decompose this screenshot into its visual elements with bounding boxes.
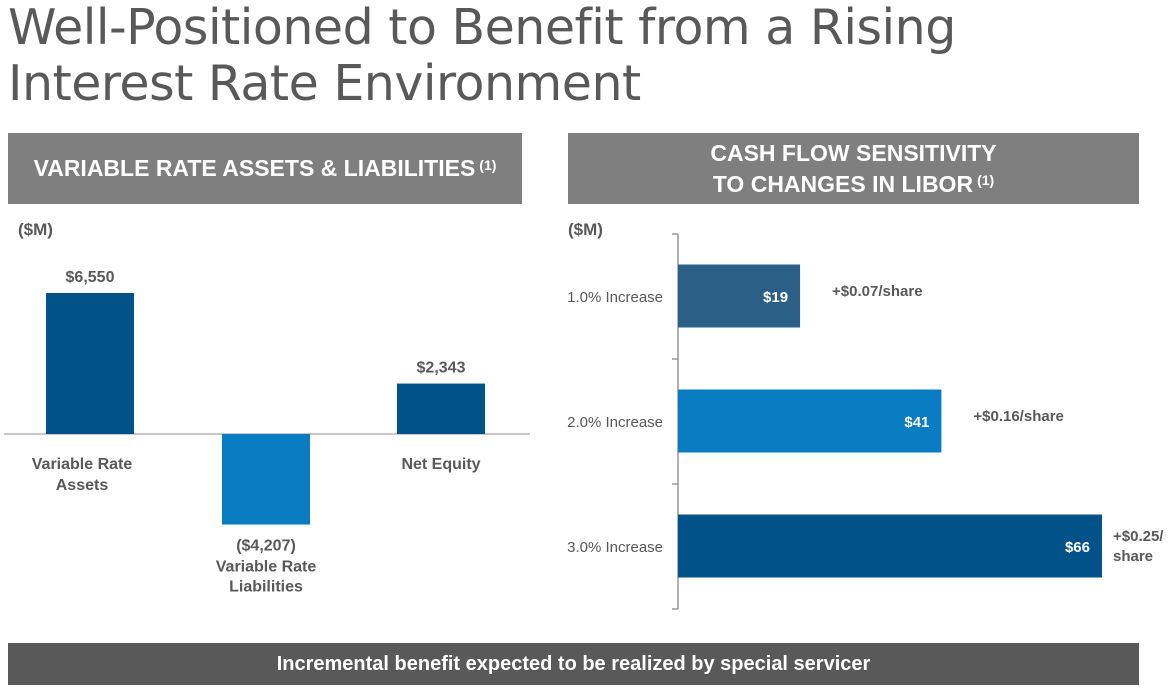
- bar-1: [46, 293, 134, 434]
- bar-value-label-1: $6,550: [66, 269, 115, 286]
- right-panel-header-line-1: CASH FLOW SENSITIVITY: [710, 139, 997, 166]
- left-panel-header-text: VARIABLE RATE ASSETS & LIABILITIES: [33, 155, 476, 181]
- bar-value-label-2: ($4,207): [236, 538, 296, 555]
- right-panel-footnote: (1): [977, 171, 995, 188]
- category-label-3: 3.0% Increase: [567, 539, 663, 556]
- page-title: Well-Positioned to Benefit from a Rising…: [8, 0, 956, 112]
- bar-2: [678, 389, 942, 453]
- left-panel-header: VARIABLE RATE ASSETS & LIABILITIES (1): [8, 133, 522, 204]
- left-panel-footnote: (1): [479, 156, 497, 173]
- title-line-1: Well-Positioned to Benefit from a Rising: [8, 0, 956, 56]
- eps-annotation-3-line-2: share: [1113, 548, 1153, 565]
- right-panel-header-line-2: TO CHANGES IN LIBOR: [712, 170, 974, 197]
- left-bar-chart: $6,550 Variable Rate Assets ($4,207) Variabl…: [4, 269, 530, 596]
- bar-2: [222, 434, 310, 525]
- footer-banner: Incremental benefit expected to be reali…: [8, 643, 1139, 685]
- title-line-2: Interest Rate Environment: [8, 55, 641, 112]
- footer-text: Incremental benefit expected to be reali…: [276, 652, 871, 675]
- category-label-2-line-2: Liabilities: [229, 579, 303, 596]
- bar-value-label-2: $41: [904, 414, 929, 431]
- bar-value-label-1: $19: [763, 289, 788, 306]
- eps-annotation-2: +$0.16/share: [973, 408, 1064, 425]
- eps-annotation-3-line-1: +$0.25/: [1113, 528, 1164, 545]
- bar-3: [678, 514, 1102, 578]
- category-label-2-line-1: Variable Rate: [216, 559, 317, 576]
- category-label-1: 1.0% Increase: [567, 289, 663, 306]
- category-label-2: 2.0% Increase: [567, 414, 663, 431]
- left-unit-label: ($M): [18, 220, 53, 239]
- bar-value-label-3: $66: [1065, 539, 1090, 556]
- eps-annotation-1: +$0.07/share: [832, 283, 923, 300]
- bar-value-label-3: $2,343: [417, 360, 466, 377]
- bar-3: [397, 383, 485, 434]
- category-label-3-line-1: Net Equity: [401, 456, 480, 473]
- right-unit-label: ($M): [568, 220, 603, 239]
- right-panel-header: CASH FLOW SENSITIVITY TO CHANGES IN LIBO…: [568, 133, 1139, 204]
- category-label-1-line-1: Variable Rate: [32, 456, 133, 473]
- category-label-1-line-2: Assets: [56, 477, 109, 494]
- right-bar-chart: 1.0% Increase $19 +$0.07/share 2.0% Increas…: [567, 233, 1164, 610]
- bar-1: [678, 264, 801, 328]
